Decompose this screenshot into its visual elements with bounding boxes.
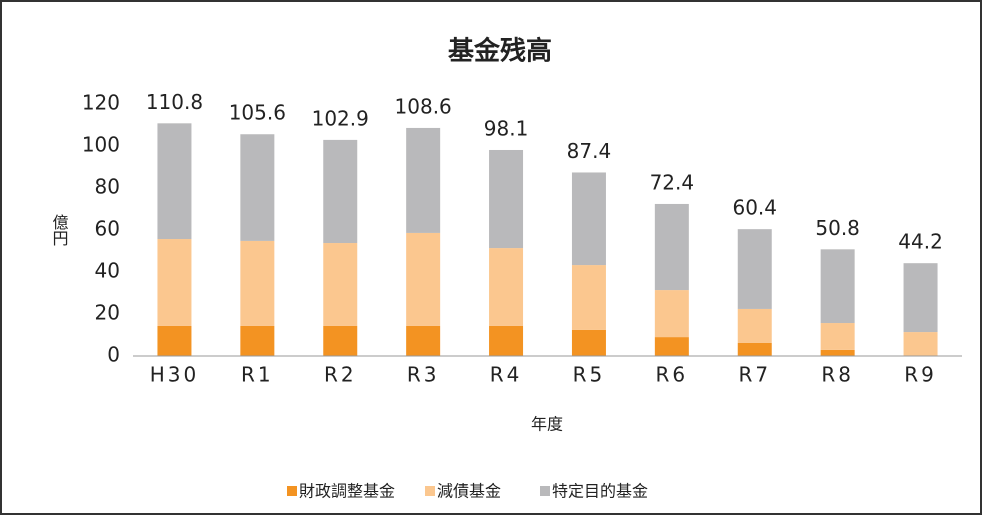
bar-segment xyxy=(157,123,192,240)
bar-segment xyxy=(654,290,689,338)
bar-segment xyxy=(240,325,275,356)
y-tick-label: 40 xyxy=(95,259,120,283)
bar-segment xyxy=(489,325,524,356)
legend-swatch xyxy=(540,486,550,496)
y-tick-label: 20 xyxy=(95,301,120,325)
bar-segment xyxy=(406,127,441,233)
bar-segment xyxy=(323,139,358,244)
bar-segment xyxy=(820,323,855,350)
bar-segment xyxy=(820,249,855,324)
y-tick-label: 0 xyxy=(107,343,120,367)
total-label: 102.9 xyxy=(312,106,369,130)
total-label: 72.4 xyxy=(650,170,695,194)
x-tick-label: R6 xyxy=(656,363,689,387)
bar-segment xyxy=(489,248,524,326)
total-label: 87.4 xyxy=(567,139,612,163)
x-tick-label: R4 xyxy=(490,363,523,387)
bar-segment xyxy=(737,342,772,356)
bar-segment xyxy=(903,332,938,356)
total-label: 98.1 xyxy=(484,116,529,140)
bar-segment xyxy=(406,325,441,356)
bar-segment xyxy=(820,349,855,356)
y-tick-label: 120 xyxy=(82,91,120,115)
total-label: 108.6 xyxy=(395,94,452,118)
x-tick-label: R3 xyxy=(407,363,440,387)
total-label: 60.4 xyxy=(732,196,777,220)
bar-segment xyxy=(406,232,441,326)
y-axis-label: 億円 xyxy=(50,214,69,247)
bar-segment xyxy=(157,239,192,326)
y-tick-label: 60 xyxy=(95,217,120,241)
bar-segment xyxy=(737,229,772,309)
x-tick-label: R2 xyxy=(324,363,357,387)
bar-segment xyxy=(240,134,275,241)
bar-segment xyxy=(903,263,938,333)
legend-swatch xyxy=(287,486,297,496)
total-label: 105.6 xyxy=(229,101,286,125)
x-tick-label: R5 xyxy=(573,363,606,387)
x-axis-label: 年度 xyxy=(531,415,563,434)
x-tick-label: R9 xyxy=(904,363,937,387)
legend-swatch xyxy=(425,486,435,496)
legend-label: 財政調整基金 xyxy=(299,482,395,501)
total-label: 44.2 xyxy=(898,230,943,254)
x-tick-label: R8 xyxy=(821,363,854,387)
bar-segment xyxy=(489,149,524,249)
x-tick-label: R1 xyxy=(241,363,274,387)
bar-segment xyxy=(323,243,358,326)
bar-segment xyxy=(571,172,606,266)
bar-segment xyxy=(157,325,192,356)
bar-segment xyxy=(571,329,606,356)
bar-segment xyxy=(737,308,772,343)
y-tick-label: 100 xyxy=(82,133,120,157)
bar-segment xyxy=(240,240,275,326)
x-tick-label: R7 xyxy=(738,363,771,387)
bar-segment xyxy=(654,203,689,291)
bar-segment xyxy=(323,325,358,356)
legend-label: 減債基金 xyxy=(437,482,501,501)
chart-title: 基金残高 xyxy=(448,36,552,67)
total-label: 50.8 xyxy=(815,216,860,240)
total-label: 110.8 xyxy=(146,90,203,114)
bar-segment xyxy=(654,337,689,356)
x-tick-label: H30 xyxy=(150,363,200,387)
bar-segment xyxy=(571,265,606,330)
legend-label: 特定目的基金 xyxy=(552,482,648,501)
y-tick-label: 80 xyxy=(95,175,120,199)
